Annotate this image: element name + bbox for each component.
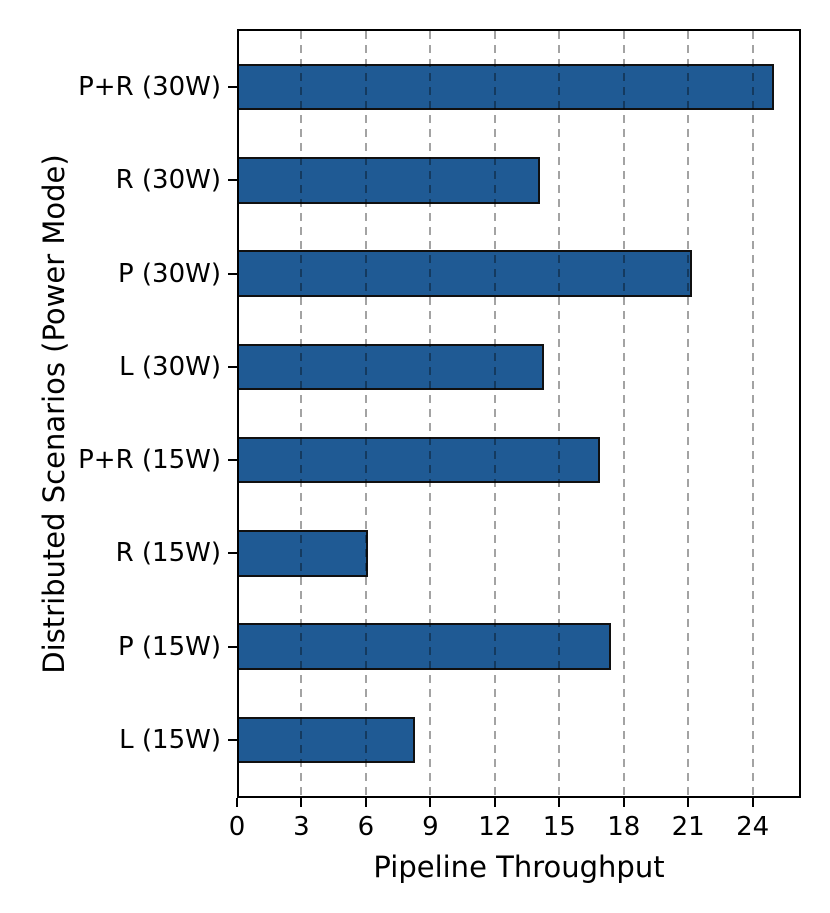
x-tick-label: 12 xyxy=(478,812,512,842)
gridline xyxy=(364,31,367,796)
y-tick-mark xyxy=(228,179,237,182)
x-tick-mark xyxy=(622,798,625,807)
x-tick-mark xyxy=(687,798,690,807)
bar xyxy=(237,716,416,764)
x-tick-mark xyxy=(493,798,496,807)
bar xyxy=(237,436,601,484)
x-tick-mark xyxy=(751,798,754,807)
y-tick-label: L (30W) xyxy=(119,351,221,382)
gridline xyxy=(493,31,496,796)
bar xyxy=(237,530,369,577)
y-tick-mark xyxy=(228,459,237,462)
x-tick-mark xyxy=(429,798,432,807)
y-tick-mark xyxy=(228,645,237,648)
x-tick-label: 15 xyxy=(542,812,576,842)
y-tick-mark xyxy=(228,552,237,555)
y-tick-label: R (15W) xyxy=(115,538,221,569)
y-tick-mark xyxy=(228,365,237,368)
x-tick-mark xyxy=(300,798,303,807)
x-tick-label: 6 xyxy=(357,812,375,842)
bar xyxy=(237,250,693,297)
gridline xyxy=(687,31,690,796)
gridline xyxy=(300,31,303,796)
y-tick-mark xyxy=(228,739,237,742)
gridline xyxy=(751,31,754,796)
y-tick-label: P+R (15W) xyxy=(78,445,221,476)
y-tick-label: P+R (30W) xyxy=(78,71,221,102)
x-tick-label: 18 xyxy=(607,812,641,842)
gridline xyxy=(429,31,432,796)
x-tick-label: 0 xyxy=(228,812,246,842)
bar xyxy=(237,343,545,391)
x-tick-label: 9 xyxy=(422,812,439,842)
x-tick-mark xyxy=(236,798,238,807)
x-tick-label: 21 xyxy=(671,812,705,842)
bar xyxy=(237,623,611,671)
y-tick-label: L (15W) xyxy=(119,725,221,756)
y-axis-label: Distributed Scenarios (Power Mode) xyxy=(37,153,71,674)
bar xyxy=(237,156,540,204)
x-tick-label: 3 xyxy=(293,812,310,842)
y-tick-mark xyxy=(228,272,237,275)
plot-area-border xyxy=(237,29,801,798)
gridline xyxy=(622,31,625,796)
x-tick-label: 24 xyxy=(736,812,770,842)
y-tick-mark xyxy=(228,85,237,88)
y-tick-label: P (15W) xyxy=(117,631,221,662)
y-tick-label: R (30W) xyxy=(115,165,221,196)
gridline xyxy=(558,31,561,796)
y-tick-label: P (30W) xyxy=(117,258,221,289)
x-tick-mark xyxy=(558,798,561,807)
bar xyxy=(237,63,775,111)
x-tick-mark xyxy=(364,798,367,807)
x-axis-label: Pipeline Throughput xyxy=(373,850,665,884)
